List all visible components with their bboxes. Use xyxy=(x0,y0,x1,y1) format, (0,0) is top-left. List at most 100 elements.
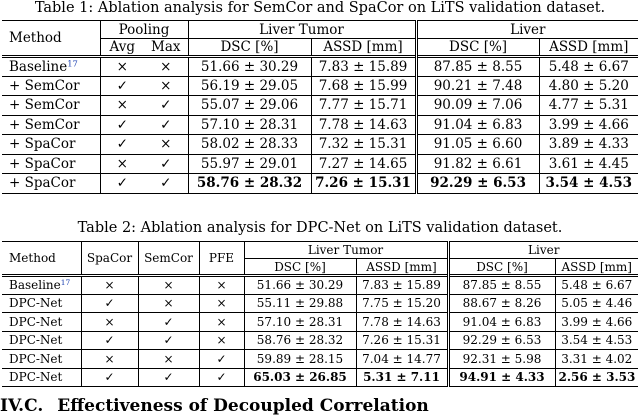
citation-link[interactable]: 17 xyxy=(67,58,78,69)
t2-lt-assd-cell: 7.04 ± 14.77 xyxy=(356,349,450,368)
t1-l-dsc-cell: 91.82 ± 6.61 xyxy=(416,154,540,174)
t1-lt-assd-cell: 7.32 ± 15.31 xyxy=(311,134,418,154)
t1-lt-assd-cell: 7.83 ± 15.89 xyxy=(311,56,418,76)
t2-spacor-cell: ✓ xyxy=(81,368,139,387)
t2-spacor-cell: ✓ xyxy=(81,331,139,350)
t2-l-assd-cell: 2.56 ± 3.53 xyxy=(558,370,636,385)
t1-max-cell: × xyxy=(144,56,189,76)
t2-l-dsc-cell: 91.04 ± 6.83 xyxy=(448,312,556,331)
t2-header-lt-dsc: DSC [%] xyxy=(244,258,357,276)
t1-l-assd-cell: 4.77 ± 5.31 xyxy=(548,97,629,114)
table-row: + SpaCor × ✓ 55.97 ± 29.01 7.27 ± 14.65 … xyxy=(2,154,639,174)
t1-method-cell: + SemCor xyxy=(2,115,101,135)
t2-l-dsc-cell: 92.31 ± 5.98 xyxy=(448,349,556,368)
table1: Method Pooling Liver Tumor Liver Avg Max… xyxy=(2,20,639,194)
section-heading: IV.C. Effectiveness of Decoupled Correlat… xyxy=(0,396,640,417)
t2-header-method: Method xyxy=(2,241,82,276)
t2-l-assd-cell: 3.54 ± 4.53 xyxy=(561,333,633,348)
t1-l-dsc-cell: 90.21 ± 7.48 xyxy=(416,76,540,96)
t2-pfe-cell: × xyxy=(199,294,245,313)
t1-l-assd-cell: 4.80 ± 5.20 xyxy=(548,77,629,94)
t2-spacor-cell: × xyxy=(81,275,139,294)
t1-avg-cell: × xyxy=(116,58,128,75)
t2-pfe-cell: ✓ xyxy=(199,368,245,387)
t1-method-cell: Baseline17 xyxy=(2,56,101,76)
t1-header-l-assd: ASSD [mm] xyxy=(549,39,629,55)
t1-avg-cell: × xyxy=(116,97,128,114)
t2-pfe-cell: × xyxy=(199,331,245,350)
table-row: + SpaCor ✓ × 58.02 ± 28.33 7.32 ± 15.31 … xyxy=(2,134,639,154)
t1-l-dsc-cell: 90.09 ± 7.06 xyxy=(416,95,540,115)
t1-lt-assd-cell: 7.27 ± 14.65 xyxy=(311,154,418,174)
t1-method-cell: + SpaCor xyxy=(2,154,101,174)
t1-l-assd-cell: 3.54 ± 4.53 xyxy=(545,175,633,192)
t1-method-cell: + SemCor xyxy=(2,76,101,96)
t2-pfe-cell: ✓ xyxy=(199,349,245,368)
t2-header-l-assd: ASSD [mm] xyxy=(561,259,632,274)
t2-header-lt-assd: ASSD [mm] xyxy=(356,258,450,276)
t2-lt-assd-cell: 7.83 ± 15.89 xyxy=(356,275,450,294)
t2-l-dsc-cell: 94.91 ± 4.33 xyxy=(448,368,556,387)
t1-avg-cell: × xyxy=(116,155,128,172)
table-row: DPC-Net ✓ × × 55.11 ± 29.88 7.75 ± 15.20… xyxy=(2,294,638,313)
t2-header-liver: Liver xyxy=(448,241,638,259)
section-number: IV.C. xyxy=(0,396,44,416)
t2-header-semcor: SemCor xyxy=(138,241,200,276)
t2-pfe-cell: × xyxy=(199,312,245,331)
t1-l-assd-cell: 3.99 ± 4.66 xyxy=(548,116,629,133)
t2-l-assd-cell: 3.99 ± 4.66 xyxy=(561,314,633,329)
t1-method-cell: + SemCor xyxy=(2,95,101,115)
t2-l-dsc-cell: 92.29 ± 6.53 xyxy=(448,331,556,350)
t2-header-liver-tumor: Liver Tumor xyxy=(244,241,450,259)
table1-caption: Table 1: Ablation analysis for SemCor an… xyxy=(34,0,606,16)
t2-l-assd-cell: 3.31 ± 4.02 xyxy=(561,351,633,366)
citation-link[interactable]: 17 xyxy=(60,278,71,288)
t2-method-cell: DPC-Net xyxy=(2,294,82,313)
t1-l-assd-cell: 3.61 ± 4.45 xyxy=(548,155,629,172)
t2-lt-assd-cell: 5.31 ± 7.11 xyxy=(356,368,450,387)
t1-l-dsc-cell: 91.04 ± 6.83 xyxy=(416,115,540,135)
table-row: Baseline17 × × × 51.66 ± 30.29 7.83 ± 15… xyxy=(2,275,638,294)
t1-header-max: Max xyxy=(144,38,189,57)
t2-lt-assd-cell: 7.75 ± 15.20 xyxy=(356,294,450,313)
table-row: + SpaCor ✓ ✓ 58.76 ± 28.32 7.26 ± 15.31 … xyxy=(2,173,639,193)
t2-method-cell: Baseline17 xyxy=(2,275,82,294)
t1-avg-cell: ✓ xyxy=(116,136,128,153)
t1-header-l-dsc: DSC [%] xyxy=(416,38,540,57)
t2-pfe-cell: × xyxy=(199,275,245,294)
t1-lt-dsc-cell: 55.97 ± 29.01 xyxy=(188,154,312,174)
t1-l-assd-cell: 5.48 ± 6.67 xyxy=(548,58,629,75)
t2-semcor-cell: ✓ xyxy=(138,331,200,350)
t1-header-method: Method xyxy=(2,20,101,57)
t1-header-lt-assd: ASSD [mm] xyxy=(311,38,418,57)
t2-semcor-cell: × xyxy=(138,349,200,368)
t1-avg-cell: ✓ xyxy=(116,175,128,192)
t2-l-assd-cell: 5.05 ± 4.46 xyxy=(561,296,633,311)
t2-l-dsc-cell: 87.85 ± 8.55 xyxy=(448,275,556,294)
t1-l-dsc-cell: 87.85 ± 8.55 xyxy=(416,56,540,76)
t2-semcor-cell: ✓ xyxy=(138,368,200,387)
table-row: + SemCor ✓ × 56.19 ± 29.05 7.68 ± 15.99 … xyxy=(2,76,639,96)
t2-semcor-cell: × xyxy=(138,275,200,294)
t1-lt-dsc-cell: 51.66 ± 30.29 xyxy=(188,56,312,76)
t1-header-avg: Avg xyxy=(109,39,135,55)
t1-max-cell: × xyxy=(144,76,189,96)
t1-lt-dsc-cell: 57.10 ± 28.31 xyxy=(188,115,312,135)
t1-method-cell: + SpaCor xyxy=(2,134,101,154)
t1-max-cell: ✓ xyxy=(144,115,189,135)
t1-avg-cell: ✓ xyxy=(116,116,128,133)
t2-header-l-dsc: DSC [%] xyxy=(448,258,556,276)
t1-lt-dsc-cell: 58.76 ± 28.32 xyxy=(188,173,312,193)
t2-header-pfe: PFE xyxy=(199,241,245,276)
table-row: + SemCor ✓ ✓ 57.10 ± 28.31 7.78 ± 14.63 … xyxy=(2,115,639,135)
t1-l-dsc-cell: 91.05 ± 6.60 xyxy=(416,134,540,154)
t1-lt-assd-cell: 7.78 ± 14.63 xyxy=(311,115,418,135)
t2-method-cell: DPC-Net xyxy=(2,349,82,368)
t1-max-cell: ✓ xyxy=(144,95,189,115)
t1-max-cell: ✓ xyxy=(144,173,189,193)
t2-lt-dsc-cell: 51.66 ± 30.29 xyxy=(244,275,357,294)
t2-spacor-cell: × xyxy=(81,312,139,331)
table2: Method SpaCor SemCor PFE Liver Tumor Liv… xyxy=(2,241,638,387)
t2-spacor-cell: × xyxy=(81,349,139,368)
t2-lt-dsc-cell: 65.03 ± 26.85 xyxy=(244,368,357,387)
